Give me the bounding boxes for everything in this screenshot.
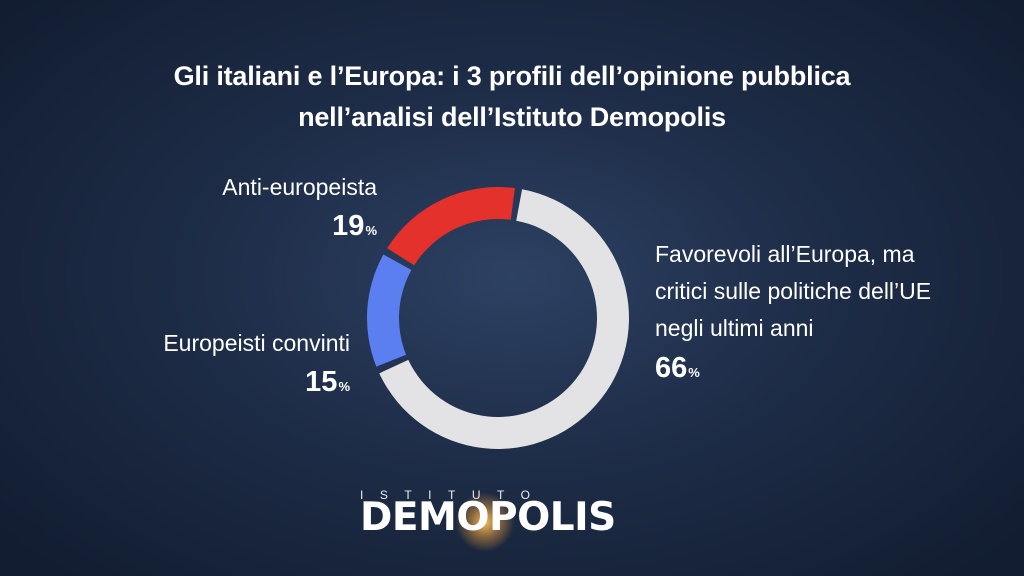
anti-europeista-value: 19% [332, 210, 377, 247]
favorevoli-critici-value: 66% [655, 352, 700, 389]
europeisti-convinti-segment [366, 254, 412, 367]
demopolis-logo: DEMOPOLIS [360, 495, 616, 540]
europeisti-convinti-value: 15% [305, 366, 350, 403]
chart-title-line1: Gli italiani e l’Europa: i 3 profili del… [173, 61, 851, 91]
chart-title: Gli italiani e l’Europa: i 3 profili del… [0, 56, 1024, 138]
favorevoli-critici-label: Favorevoli all’Europa, ma critici sulle … [655, 236, 931, 347]
logo-glow-icon [455, 492, 515, 552]
logo-text-dem: DEM [360, 495, 457, 540]
logo-text-polis: POLIS [488, 495, 616, 540]
anti-europeista-unit: % [365, 223, 377, 238]
favorevoli-label-line2: critici sulle politiche dell’UE [655, 278, 932, 304]
europeisti-convinti-number: 15 [305, 366, 338, 398]
anti-europeista-segment [387, 186, 515, 266]
chart-title-line2: nell’analisi dell’Istituto Demopolis [298, 102, 726, 132]
europeisti-convinti-unit: % [338, 379, 350, 394]
europeisti-convinti-label: Europeisti convinti [163, 330, 350, 356]
logo-text-o: O [456, 495, 489, 540]
favorevoli-critici-number: 66 [655, 352, 688, 384]
favorevoli-label-line1: Favorevoli all’Europa, ma [655, 241, 915, 267]
favorevoli-label-line3: negli ultimi anni [655, 315, 814, 341]
anti-europeista-label: Anti-europeista [222, 174, 377, 200]
favorevoli-critici-unit: % [688, 365, 700, 380]
logo-istituto-text: ISTITUTO [360, 488, 547, 502]
anti-europeista-number: 19 [332, 210, 365, 242]
